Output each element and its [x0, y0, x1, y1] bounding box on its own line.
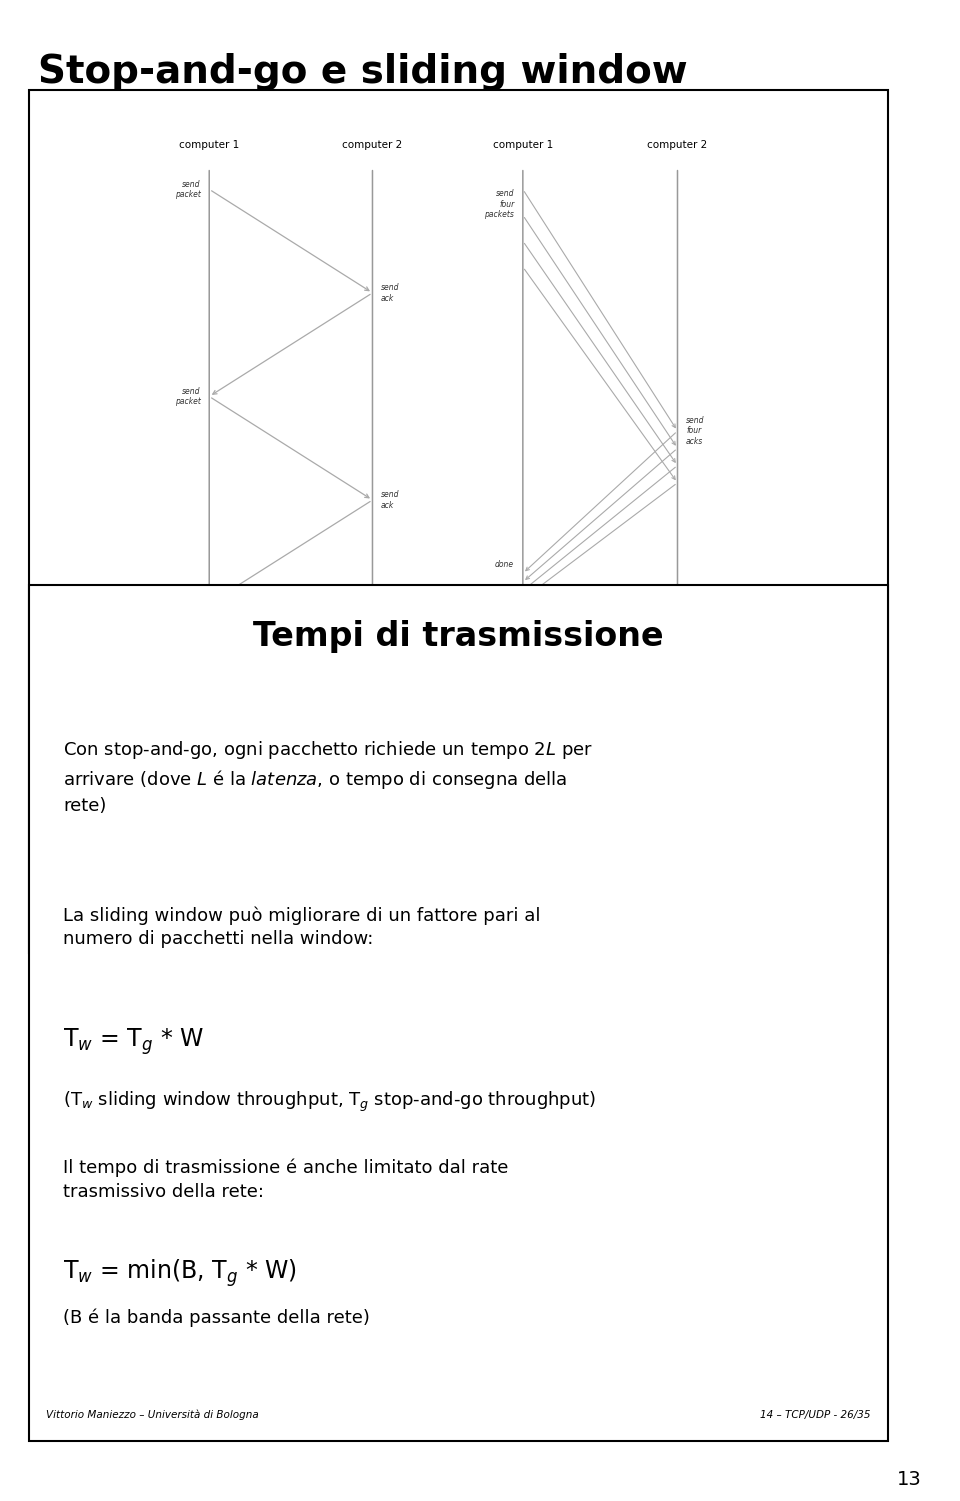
Text: La sliding window può migliorare di un fattore pari al
numero di pacchetti nella: La sliding window può migliorare di un f… [63, 907, 540, 949]
Text: send
packet: send packet [175, 802, 201, 821]
Text: send
ack: send ack [381, 284, 399, 303]
Text: Vittorio Maniezzo – Università di Bologna: Vittorio Maniezzo – Università di Bologn… [46, 1409, 259, 1420]
Text: done: done [181, 824, 201, 833]
Text: (b): (b) [592, 917, 608, 928]
Text: computer 1: computer 1 [180, 141, 239, 150]
FancyBboxPatch shape [29, 90, 888, 953]
Text: Vittorio Maniezzo – Università di Bologna: Vittorio Maniezzo – Università di Bologn… [46, 922, 259, 932]
Text: computer 2: computer 2 [647, 141, 708, 150]
Text: send
ack: send ack [381, 491, 399, 510]
Text: (a): (a) [283, 917, 299, 928]
Text: send
ack: send ack [381, 698, 399, 717]
Text: T$_w$ = min(B, T$_g$ * W): T$_w$ = min(B, T$_g$ * W) [63, 1256, 297, 1289]
Text: send
four
packets: send four packets [485, 189, 515, 219]
Text: T$_w$ = T$_g$ * W: T$_w$ = T$_g$ * W [63, 1027, 204, 1057]
Text: Tempi di trasmissione: Tempi di trasmissione [253, 620, 663, 653]
Text: Il tempo di trasmissione é anche limitato dal rate
trasmissivo della rete:: Il tempo di trasmissione é anche limitat… [63, 1159, 509, 1201]
Text: computer 1: computer 1 [492, 141, 553, 150]
Text: 14 – TCP/UDP - 25/35: 14 – TCP/UDP - 25/35 [760, 922, 871, 932]
Text: 13: 13 [897, 1469, 922, 1489]
Text: computer 2: computer 2 [343, 141, 402, 150]
Text: (T$_w$ sliding window throughput, T$_g$ stop-and-go throughput): (T$_w$ sliding window throughput, T$_g$ … [63, 1090, 596, 1114]
Text: send
packet: send packet [175, 180, 201, 200]
Text: send
packet: send packet [175, 594, 201, 614]
Text: done: done [495, 560, 515, 569]
Text: Con stop-and-go, ogni pacchetto richiede un tempo $2L$ per
arrivare (dove $L$ é : Con stop-and-go, ogni pacchetto richiede… [63, 740, 593, 815]
Text: Stop-and-go e sliding window: Stop-and-go e sliding window [38, 53, 688, 90]
Text: 14 – TCP/UDP - 26/35: 14 – TCP/UDP - 26/35 [760, 1409, 871, 1420]
Text: send
four
acks: send four acks [686, 416, 705, 446]
FancyBboxPatch shape [29, 585, 888, 1441]
Text: (B é la banda passante della rete): (B é la banda passante della rete) [63, 1309, 370, 1327]
Text: send
packet: send packet [175, 387, 201, 407]
